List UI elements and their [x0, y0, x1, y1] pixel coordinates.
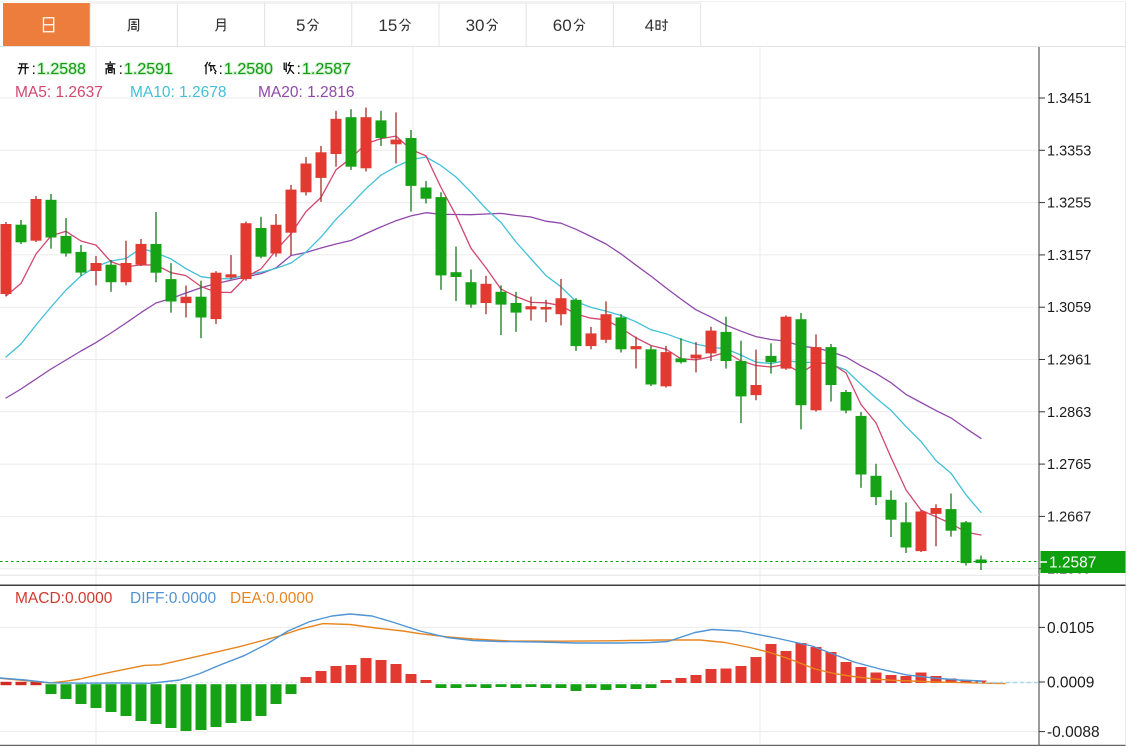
svg-text::: : [119, 61, 123, 78]
svg-text::: : [297, 61, 301, 78]
svg-text:1.3059: 1.3059 [1047, 300, 1091, 316]
svg-text:4: 4 [645, 16, 654, 35]
svg-text::: : [219, 61, 223, 78]
svg-text:15: 15 [378, 16, 397, 35]
svg-text:1.3157: 1.3157 [1047, 248, 1091, 264]
svg-text:DEA:0.0000: DEA:0.0000 [230, 590, 314, 607]
svg-text:0.0009: 0.0009 [1047, 675, 1094, 692]
svg-text:1.2580: 1.2580 [224, 61, 273, 78]
svg-text:30: 30 [466, 16, 485, 35]
svg-text:1.2591: 1.2591 [124, 61, 173, 78]
svg-text:5: 5 [296, 16, 305, 35]
svg-text:60: 60 [553, 16, 572, 35]
svg-text:MA10: 1.2678: MA10: 1.2678 [130, 84, 227, 101]
svg-text:MA5: 1.2637: MA5: 1.2637 [15, 84, 103, 101]
svg-text:DIFF:0.0000: DIFF:0.0000 [130, 590, 217, 607]
svg-text:-0.0088: -0.0088 [1047, 724, 1100, 741]
svg-text:1.2588: 1.2588 [37, 61, 86, 78]
svg-text:1.3255: 1.3255 [1047, 196, 1091, 212]
svg-text:0.0105: 0.0105 [1047, 620, 1094, 637]
svg-text:1.2587: 1.2587 [302, 61, 351, 78]
svg-text:1.2863: 1.2863 [1047, 405, 1091, 421]
svg-text:MA20: 1.2816: MA20: 1.2816 [258, 84, 355, 101]
svg-text:1.2667: 1.2667 [1047, 509, 1091, 525]
svg-text:1.2961: 1.2961 [1047, 353, 1091, 369]
svg-text:1.2587: 1.2587 [1049, 555, 1096, 572]
svg-text::: : [32, 61, 36, 78]
svg-text:1.2588: 1.2588 [37, 61, 86, 78]
svg-text:1.2765: 1.2765 [1047, 457, 1091, 473]
svg-text:MACD:0.0000: MACD:0.0000 [15, 590, 113, 607]
svg-text:1.2591: 1.2591 [124, 61, 173, 78]
svg-text:1.3353: 1.3353 [1047, 143, 1091, 159]
svg-text:1.2587: 1.2587 [302, 61, 351, 78]
svg-text:1.2580: 1.2580 [224, 61, 273, 78]
svg-text:1.3451: 1.3451 [1047, 91, 1091, 107]
